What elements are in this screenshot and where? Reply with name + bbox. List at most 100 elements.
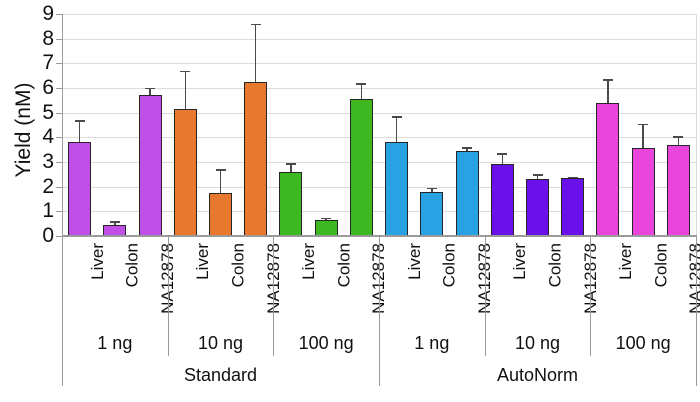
error-bar-cap: [426, 187, 437, 190]
y-axis-tick: [56, 186, 62, 188]
error-bar-cap: [391, 116, 402, 118]
error-bar-cap: [532, 174, 543, 176]
error-bar-cap: [74, 120, 85, 122]
x-sample-label: Colon: [439, 243, 459, 288]
plot-right-border: [696, 13, 697, 236]
x-method-label: AutoNorm: [496, 365, 579, 385]
bar: [244, 81, 268, 236]
y-tick-label: 1: [42, 199, 54, 223]
error-bar-cap: [321, 217, 332, 220]
bar: [385, 142, 409, 236]
error-bar-line: [219, 169, 222, 193]
bar: [420, 191, 444, 236]
gridline: [62, 211, 696, 213]
error-bar-line: [254, 23, 257, 82]
y-axis-tick: [56, 161, 62, 163]
bar: [455, 150, 479, 236]
y-tick-label: 0: [42, 224, 54, 247]
bar: [631, 148, 655, 236]
bar: [490, 164, 514, 236]
group-separator: [590, 236, 592, 356]
bar: [279, 171, 303, 236]
bar: [68, 142, 92, 236]
y-tick-label: 6: [42, 75, 54, 99]
y-tick-label: 2: [42, 174, 54, 198]
group-separator: [273, 236, 275, 356]
y-axis-tick: [56, 63, 62, 65]
y-axis-tick: [56, 87, 62, 89]
gridline: [62, 87, 696, 89]
error-bar-cap: [497, 153, 508, 155]
gridline: [62, 13, 696, 15]
x-sample-label: Colon: [545, 243, 565, 288]
y-tick-label: 5: [42, 100, 54, 124]
y-axis-line: [62, 13, 63, 386]
bar: [666, 144, 690, 236]
error-bar-cap: [285, 163, 296, 165]
bar: [596, 102, 620, 236]
bar: [349, 99, 373, 236]
x-sample-label: Liver: [404, 243, 424, 280]
x-sample-label: Liver: [615, 243, 635, 280]
group-separator: [167, 236, 169, 356]
x-sample-label: Liver: [510, 243, 530, 280]
group-separator: [484, 236, 486, 356]
error-bar-line: [677, 136, 680, 145]
y-tick-label: 7: [42, 51, 54, 75]
x-sample-label: Liver: [298, 243, 318, 280]
error-bar-line: [78, 120, 81, 143]
error-bar-line: [466, 147, 468, 151]
y-tick-label: 8: [42, 26, 54, 50]
x-sample-label: Colon: [122, 243, 142, 288]
bar: [138, 95, 162, 236]
x-sample-label: Colon: [651, 243, 671, 288]
y-axis-tick: [56, 38, 62, 40]
error-bar-cap: [180, 70, 191, 73]
x-sample-label: Liver: [87, 243, 107, 280]
gridline: [62, 63, 696, 65]
x-method-label: Standard: [183, 365, 258, 385]
error-bar-line: [642, 123, 644, 149]
x-amount-label: 10 ng: [514, 333, 560, 353]
y-axis-tick: [56, 236, 62, 237]
error-bar-line: [395, 116, 398, 143]
bar: [209, 192, 232, 236]
gridline: [62, 112, 696, 114]
error-bar-line: [114, 221, 116, 225]
gridline: [62, 38, 696, 40]
y-tick-label: 4: [42, 125, 54, 149]
x-amount-label: 10 ng: [197, 333, 243, 353]
error-bar-cap: [567, 176, 578, 179]
x-sample-label: NA12878: [686, 243, 700, 314]
error-bar-cap: [602, 79, 613, 81]
error-bar-line: [360, 83, 363, 100]
y-axis-tick: [56, 211, 62, 213]
method-separator: [379, 236, 380, 386]
error-bar-cap: [109, 221, 120, 223]
method-separator: [696, 236, 697, 386]
error-bar-cap: [215, 169, 226, 171]
error-bar-line: [149, 87, 151, 96]
y-axis-tick: [56, 137, 62, 139]
x-axis-line: [62, 235, 697, 237]
bar: [314, 219, 338, 236]
error-bar-cap: [462, 147, 473, 149]
error-bar-line: [501, 153, 504, 165]
x-amount-label: 1 ng: [97, 333, 133, 353]
error-bar-line: [184, 70, 187, 109]
gridline: [62, 186, 696, 188]
y-tick-label: 3: [42, 149, 54, 173]
x-amount-label: 100 ng: [615, 333, 671, 353]
bar: [561, 178, 585, 236]
y-tick-label: 9: [42, 1, 54, 25]
error-bar-line: [290, 163, 292, 172]
bar: [173, 108, 197, 236]
y-axis-tick: [56, 112, 62, 114]
error-bar-cap: [145, 87, 156, 90]
error-bar-cap: [250, 23, 261, 26]
x-sample-label: Colon: [228, 243, 248, 288]
error-bar-cap: [356, 83, 367, 85]
error-bar-line: [536, 174, 539, 180]
x-sample-label: Colon: [334, 243, 354, 288]
